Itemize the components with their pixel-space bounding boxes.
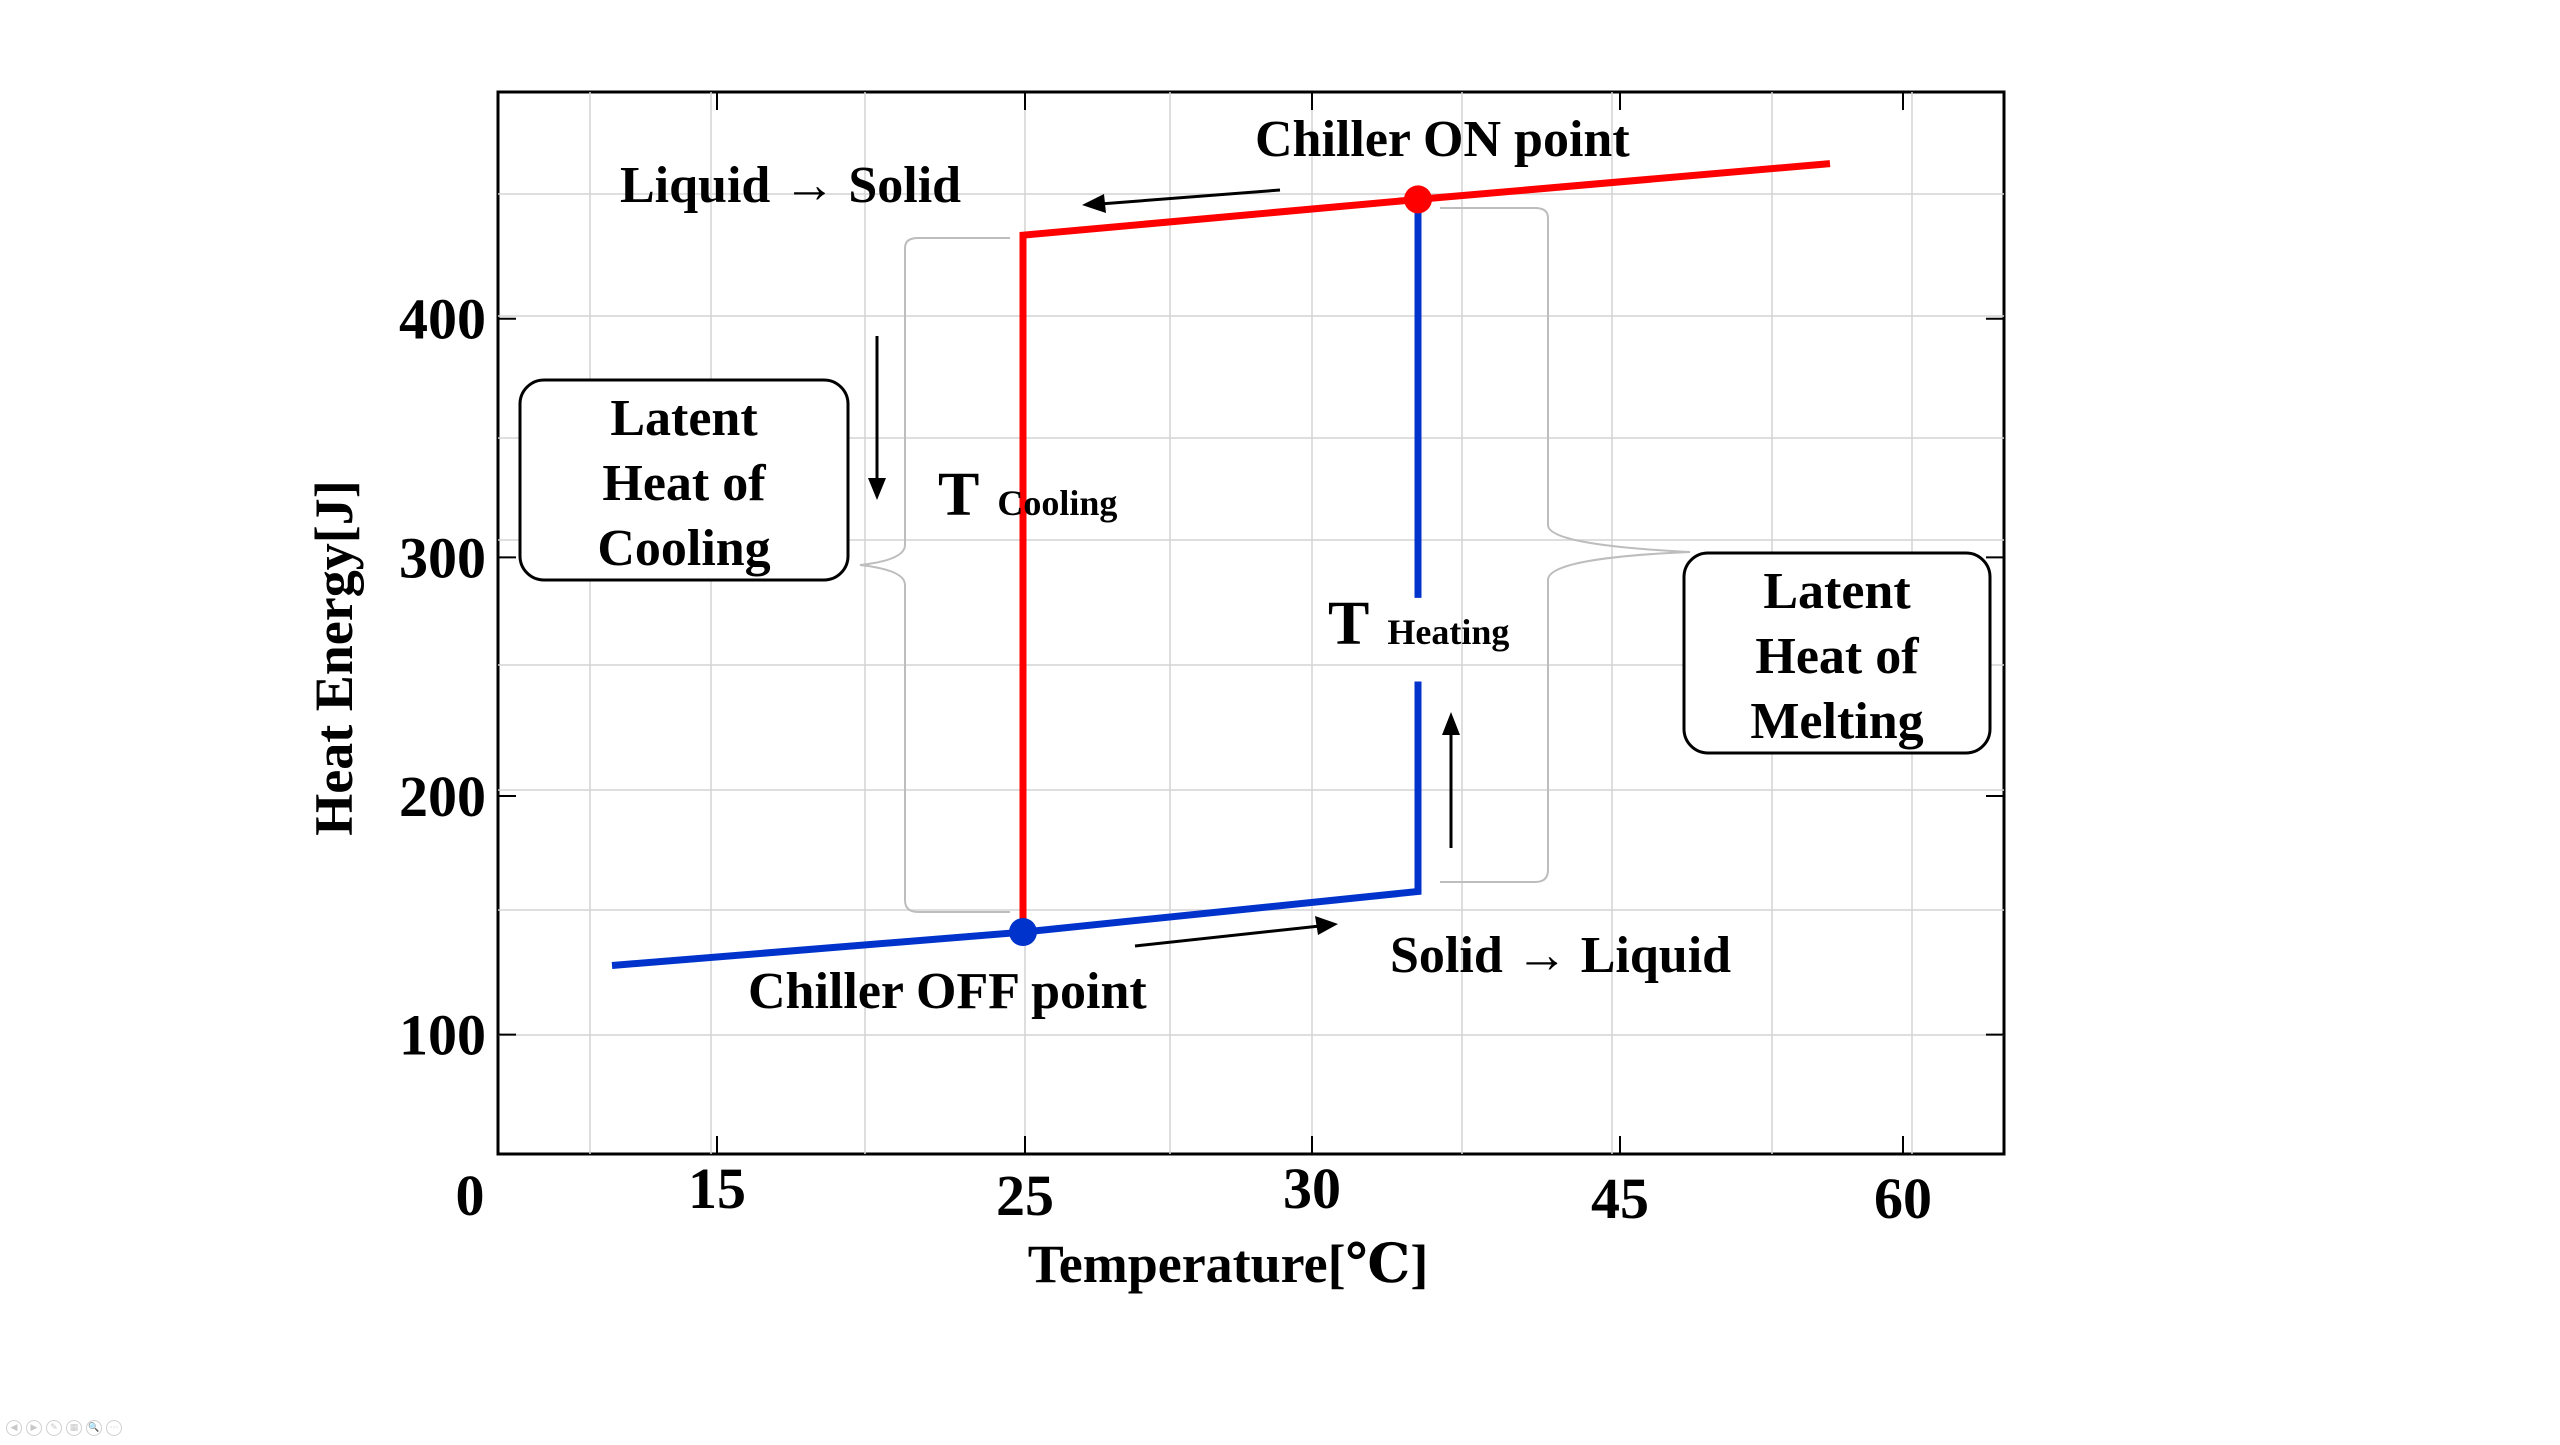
y-tick-label-0: 100 xyxy=(399,1003,486,1068)
marker-group xyxy=(1009,185,1432,947)
x-tick-label-2: 25 xyxy=(996,1163,1054,1228)
x-tick-label-0: 0 xyxy=(456,1163,485,1228)
cooling-direction-arrow-left xyxy=(1099,188,1281,206)
chiller-on-label: Chiller ON point xyxy=(1255,111,1630,168)
slideshow-nav-button-5[interactable]: ⋯ xyxy=(106,1420,122,1436)
heating-direction-arrow-right xyxy=(1134,924,1321,948)
x-tick-label-3: 30 xyxy=(1283,1156,1341,1221)
slideshow-nav-button-3[interactable]: ▦ xyxy=(66,1420,82,1436)
slideshow-nav-button-2[interactable]: ✎ xyxy=(46,1420,62,1436)
series-line-1 xyxy=(611,199,1422,969)
t-cooling-main: T xyxy=(938,461,979,529)
chiller-point-marker-1 xyxy=(1009,918,1037,947)
x-axis-ticks: 0 15 25 30 45 60 xyxy=(456,92,1932,1231)
t-heating-label: T Heating xyxy=(1328,590,1509,658)
y-axis-label: Heat Energy[J] xyxy=(304,480,364,835)
latent-cooling-box xyxy=(518,378,850,582)
solid-to-liquid-label: Solid → Liquid xyxy=(1390,927,1731,984)
chiller-point-marker-0 xyxy=(1404,185,1432,214)
t-heating-sub: Heating xyxy=(1387,612,1509,652)
slideshow-toolbar: ◀ ▶ ✎ ▦ 🔍 ⋯ xyxy=(6,1420,122,1438)
latent-melting-line-2: Heat of xyxy=(1755,628,1919,685)
latent-melting-line-3: Melting xyxy=(1750,693,1923,750)
latent-melting-box xyxy=(1682,551,1992,755)
plot-frame xyxy=(496,90,2006,1156)
latent-cooling-line-3: Cooling xyxy=(597,520,770,577)
latent-cooling-line-1: Latent xyxy=(610,390,758,447)
chiller-off-label: Chiller OFF point xyxy=(748,963,1147,1020)
slideshow-nav-button-0[interactable]: ◀ xyxy=(6,1420,22,1436)
t-cooling-sub: Cooling xyxy=(997,483,1117,523)
arrowhead-left xyxy=(1082,194,1106,213)
arrows xyxy=(868,188,1460,948)
y-tick-label-3: 400 xyxy=(399,287,486,352)
x-tick-label-1: 15 xyxy=(688,1156,746,1221)
slideshow-nav-button-1[interactable]: ▶ xyxy=(26,1420,42,1436)
latent-melting-brace xyxy=(1440,207,1691,883)
y-tick-label-1: 200 xyxy=(399,764,486,829)
arrowhead-right xyxy=(1315,916,1338,935)
x-axis-label: Temperature[℃] xyxy=(1028,1234,1429,1294)
t-heating-main: T xyxy=(1328,590,1369,658)
series-line-0 xyxy=(1019,160,1831,933)
t-cooling-label: T Cooling xyxy=(938,461,1117,529)
latent-cooling-brace xyxy=(859,237,1010,913)
arrowhead-up xyxy=(1442,712,1460,735)
y-axis-ticks: 100 200 300 400 xyxy=(399,287,2004,1068)
x-tick-label-4: 45 xyxy=(1591,1166,1649,1231)
y-tick-label-2: 300 xyxy=(399,525,486,590)
arrowhead-down xyxy=(868,478,886,500)
latent-cooling-line-2: Heat of xyxy=(602,455,766,512)
x-tick-label-5: 60 xyxy=(1874,1166,1932,1231)
series-group xyxy=(611,160,1831,969)
liquid-to-solid-label: Liquid → Solid xyxy=(620,157,961,214)
slideshow-nav-button-4[interactable]: 🔍 xyxy=(86,1420,102,1436)
latent-melting-line-1: Latent xyxy=(1763,563,1911,620)
